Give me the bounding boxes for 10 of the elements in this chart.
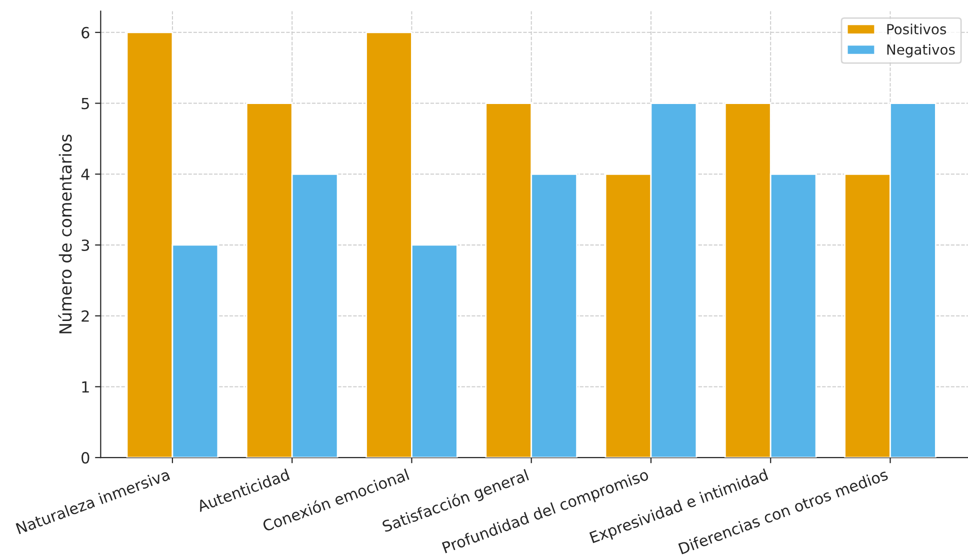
y-tick-label: 3: [82, 239, 90, 252]
y-tick-label: 5: [82, 98, 89, 110]
y-tick-label: 0: [82, 452, 90, 464]
legend-label: Positivos: [887, 24, 946, 34]
y-tick-label: 2: [82, 310, 89, 322]
y-tick-label: 1: [82, 381, 89, 393]
y-tick-label: 4: [81, 168, 90, 180]
legend-label: Negativos: [887, 44, 955, 58]
y-tick-label: 6: [82, 26, 90, 38]
y-axis-title: Número de comentarios: [58, 134, 72, 334]
